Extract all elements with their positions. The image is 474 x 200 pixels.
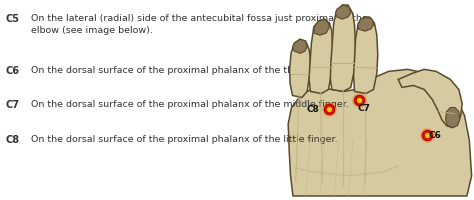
Point <box>326 107 333 111</box>
Polygon shape <box>446 108 460 128</box>
Point <box>423 133 430 137</box>
Point <box>355 98 363 102</box>
Polygon shape <box>288 70 472 196</box>
Point <box>355 98 363 102</box>
Text: On the lateral (radial) side of the antecubital fossa just proximal to the
elbow: On the lateral (radial) side of the ante… <box>31 14 367 35</box>
Point <box>423 133 430 137</box>
Point <box>423 133 430 137</box>
Text: C8: C8 <box>306 105 319 113</box>
Point <box>355 98 363 102</box>
Point <box>326 107 333 111</box>
Polygon shape <box>309 20 333 94</box>
Text: On the dorsal surface of the proximal phalanx of the thumb.: On the dorsal surface of the proximal ph… <box>31 66 317 75</box>
Point <box>355 98 363 102</box>
Text: On the dorsal surface of the proximal phalanx of the middle finger.: On the dorsal surface of the proximal ph… <box>31 100 348 109</box>
Polygon shape <box>336 6 351 20</box>
Polygon shape <box>314 20 329 36</box>
Point <box>326 107 333 111</box>
Polygon shape <box>330 6 356 92</box>
Polygon shape <box>398 70 462 128</box>
Text: On the dorsal surface of the proximal phalanx of the little finger.: On the dorsal surface of the proximal ph… <box>31 134 337 143</box>
Polygon shape <box>292 40 307 54</box>
Polygon shape <box>358 18 374 32</box>
Polygon shape <box>354 18 378 94</box>
Text: C6: C6 <box>428 131 442 139</box>
Text: C7: C7 <box>6 100 20 110</box>
Point <box>326 107 333 111</box>
Polygon shape <box>290 40 310 98</box>
Text: C6: C6 <box>6 66 20 76</box>
Text: C7: C7 <box>357 104 371 113</box>
Text: C5: C5 <box>6 14 20 24</box>
Text: C8: C8 <box>6 134 20 144</box>
Point <box>423 133 430 137</box>
